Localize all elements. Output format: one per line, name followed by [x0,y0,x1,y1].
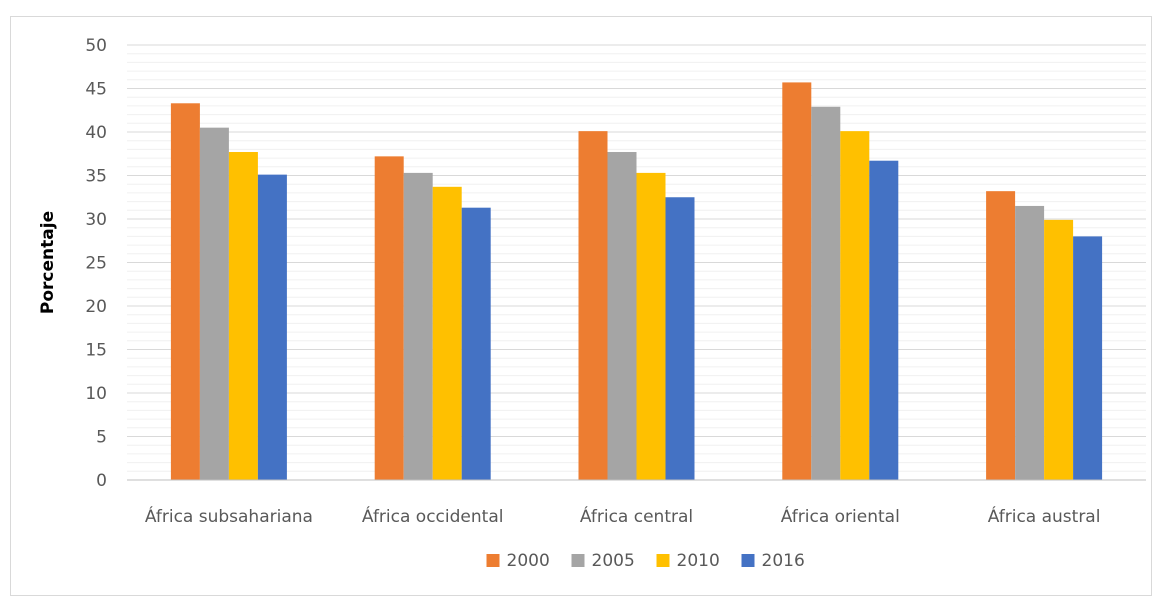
legend-label: 2010 [677,551,720,571]
y-tick-label: 35 [85,167,107,187]
y-axis-title: Porcentaje [38,211,58,314]
category-label: África occidental [362,505,504,527]
bar-2016 [257,174,287,480]
category-label: África central [580,505,693,527]
bar-2010 [636,172,666,480]
bar-2010 [228,152,258,480]
y-tick-label: 45 [85,80,107,100]
bar-2000 [986,191,1016,480]
bar-2016 [869,160,899,480]
bar-2010 [432,186,462,480]
bar-2005 [403,172,433,480]
y-tick-label: 5 [96,428,107,448]
y-tick-label: 40 [85,123,107,143]
legend-swatch-2010 [656,554,670,567]
bar-2000 [782,82,812,480]
category-label: África oriental [781,505,900,527]
legend-swatch-2005 [571,554,585,567]
legend: 2000 2005 2010 2016 [486,551,805,571]
legend-label: 2005 [592,551,635,571]
bar-2010 [840,131,870,480]
category-label: África austral [988,505,1101,527]
y-tick-label: 50 [85,36,107,56]
bar-2005 [1015,205,1045,480]
y-tick-label: 25 [85,254,107,274]
category-label: África subsahariana [145,505,313,527]
chart-frame: 0 5 10 15 20 25 30 35 40 45 50 África subsahariana… [10,16,1152,596]
y-tick-label: 15 [85,341,107,361]
bar-2016 [665,197,695,480]
legend-swatch-2016 [741,554,755,567]
bar-2016 [461,207,491,480]
y-tick-label: 0 [96,471,107,491]
bar-2010 [1044,219,1074,480]
bar-2005 [607,152,637,480]
y-tick-label: 20 [85,297,107,317]
y-axis-ticks: 0 5 10 15 20 25 30 35 40 45 50 [85,36,107,491]
legend-label: 2016 [762,551,805,571]
y-tick-label: 30 [85,210,107,230]
bar-chart: 0 5 10 15 20 25 30 35 40 45 50 África subsahariana… [38,36,1146,571]
bar-2000 [170,103,200,480]
legend-swatch-2000 [486,554,500,567]
bar-2000 [374,156,404,481]
y-tick-label: 10 [85,384,107,404]
bars [170,82,1103,481]
bar-2005 [199,127,229,481]
category-labels: África subsahariana África occidental Áfri… [145,505,1101,527]
legend-label: 2000 [507,551,550,571]
bar-2000 [578,131,608,480]
bar-2005 [811,106,841,481]
bar-2016 [1073,236,1103,480]
